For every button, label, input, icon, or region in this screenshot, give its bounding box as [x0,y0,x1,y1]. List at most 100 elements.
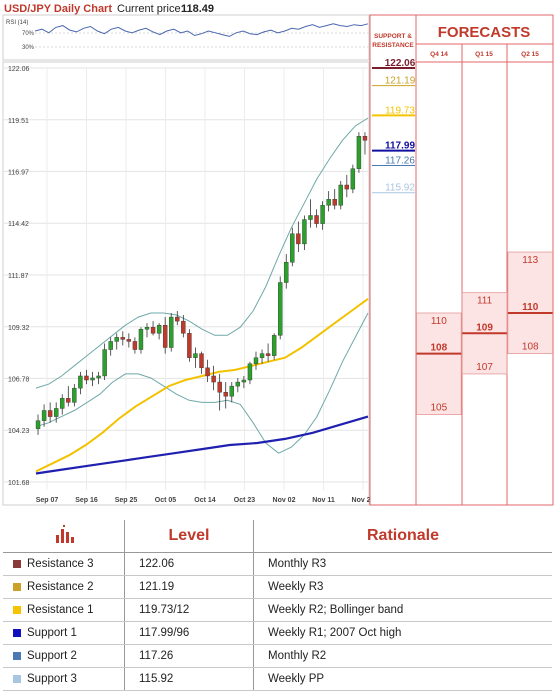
y-tick-label: 101.68 [8,480,30,487]
candle [247,361,253,385]
level-rationale: Weekly R2; Bollinger band [253,598,552,622]
candle [66,386,71,407]
candle [308,199,313,228]
level-swatch [13,675,21,683]
level-rationale: Monthly R3 [253,552,552,576]
level-name: Resistance 2 [3,575,125,599]
forecast-col-q1-15: Q1 15 [475,51,493,58]
candle [96,371,101,385]
candle [217,373,222,411]
x-tick-label: Sep 07 [36,497,59,504]
candle [302,215,307,251]
candle [156,323,162,340]
level-label: 121.19 [385,76,416,87]
level-label: 117.26 [385,156,415,167]
candle [138,327,144,354]
level-label: 119.73 [385,105,415,116]
y-tick-label: 114.42 [8,221,29,228]
candle [211,365,216,391]
level-swatch [13,652,21,660]
level-label: 117.99 [385,141,415,152]
level-rationale: Weekly R1; 2007 Oct high [253,621,552,645]
candle [350,164,356,194]
level-label: 115.92 [385,183,415,194]
current-price-label: Current price: [117,3,184,15]
levels-table: Level Rationale Resistance 3 122.06 Monthl… [3,520,552,691]
candle [338,180,343,210]
usdjpy-chart: USD/JPY Daily Chart Current price: 118.4… [2,3,554,506]
level-value: 117.99/96 [124,621,254,645]
x-tick-label: Sep 25 [115,497,138,504]
forecast-box: 113 110 108 [507,251,553,355]
table-row: Support 1 117.99/96 Weekly R1; 2007 Oct hi… [3,621,552,645]
sr-title-1: SUPPORT & [374,33,412,40]
header-icon-cell [3,520,125,553]
level-name: Resistance 1 [3,598,125,622]
level-header: Level [124,520,254,553]
forecasts-title: FORECASTS [438,24,531,41]
candle [126,333,132,348]
level-rationale: Monthly R2 [253,644,552,668]
forecast-mid: 109 [476,322,493,333]
candle [193,347,198,368]
candle [187,329,192,362]
forecast-col-q4-14: Q4 14 [430,51,448,58]
forecast-high: 111 [477,296,493,307]
price-panel [2,61,370,506]
candle [235,377,241,393]
chart-title: USD/JPY Daily Chart [4,3,112,15]
forecast-low: 108 [522,342,539,353]
bollinger-upper-line [35,117,369,389]
level-value: 117.26 [124,644,254,668]
candle [181,315,186,338]
candle [162,317,168,354]
candle [90,371,95,387]
table-row: Resistance 2 121.19 Weekly R3 [3,575,552,599]
rsi-level-30: 30% [22,45,35,51]
sr-title-2: RESISTANCE [372,42,414,49]
y-tick-label: 116.97 [8,169,29,176]
candle [271,333,277,360]
candle [332,189,337,210]
table-row: Resistance 3 122.06 Monthly R3 [3,552,552,576]
x-tick-label: Nov 11 [312,497,335,504]
candle [205,359,210,383]
candle [72,384,77,407]
candle [265,343,271,362]
support-resistance-column [369,14,417,506]
candle [60,394,65,415]
candle [35,414,41,435]
candle [53,402,59,423]
forecast-high: 110 [431,316,447,327]
bar-chart-icon [55,524,74,543]
level-rationale: Weekly R3 [253,575,552,599]
rsi-label: RSI (14) [6,20,28,26]
candle [108,337,113,356]
candle [120,331,125,346]
candle [241,375,247,389]
candle [259,349,265,364]
forecast-mid: 108 [431,343,448,354]
candle [296,221,301,253]
level-label: 122.06 [385,58,416,69]
level-name: Support 2 [3,644,125,668]
level-name: Support 3 [3,667,125,691]
rsi-level-70: 70% [22,31,35,37]
candle [47,402,53,423]
y-tick-label: 119.51 [8,118,29,125]
current-price-value: 118.49 [181,3,214,15]
x-tick-label: Oct 14 [194,497,216,504]
rationale-header: Rationale [253,520,552,553]
forecast-mid: 110 [522,302,539,313]
candle [344,174,350,198]
candle [132,337,138,354]
forecast-box: 111 109 107 [461,292,508,375]
forecast-box: 110 108 105 [416,312,462,415]
candle [150,321,156,336]
candle [362,132,368,155]
candle [114,333,119,350]
candle [356,132,362,173]
candle [78,371,83,395]
candle [314,209,319,228]
candle [278,276,283,340]
